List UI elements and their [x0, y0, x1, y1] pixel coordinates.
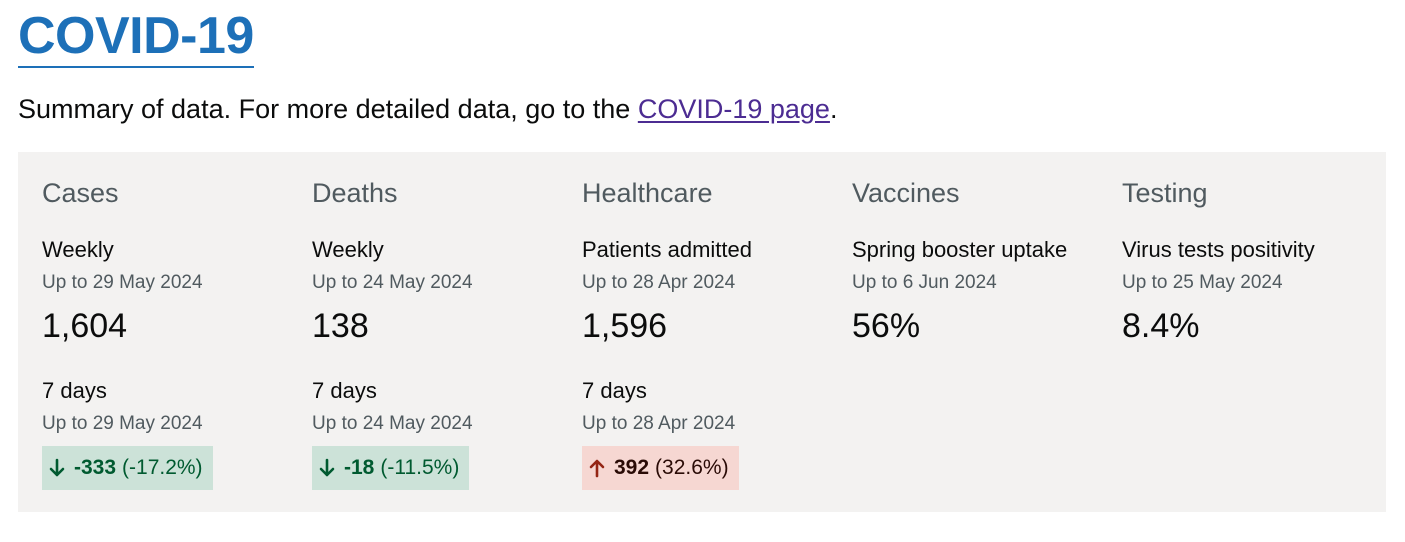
healthcare-metric-value: 1,596	[582, 307, 668, 345]
healthcare-metric-date: Up to 28 Apr 2024	[582, 272, 736, 293]
healthcare-change-percent: (32.6%)	[655, 456, 729, 479]
deaths-metric-label: Weekly	[312, 237, 384, 262]
healthcare-change-label: 7 days	[582, 378, 647, 403]
vaccines-metric-date: Up to 6 Jun 2024	[852, 272, 997, 293]
testing-metric-value: 8.4%	[1122, 307, 1200, 345]
summary-end: .	[829, 94, 838, 124]
summary-lead: Summary of data. For more detailed data,…	[18, 94, 638, 124]
vaccines-heading: Vaccines	[852, 178, 960, 208]
deaths-column: Deaths Weekly Up to 24 May 2024 138 7 da…	[312, 152, 572, 512]
healthcare-metric-label: Patients admitted	[582, 237, 752, 262]
deaths-metric-date: Up to 24 May 2024	[312, 272, 473, 293]
testing-column: Testing Virus tests positivity Up to 25 …	[1122, 152, 1382, 512]
cases-metric-date: Up to 29 May 2024	[42, 272, 203, 293]
cases-metric-value: 1,604	[42, 307, 128, 345]
cases-change-badge: -333 (-17.2%)	[42, 446, 213, 490]
arrow-down-icon	[318, 457, 336, 479]
cases-change-value: -333	[74, 456, 117, 479]
healthcare-change-date: Up to 28 Apr 2024	[582, 413, 736, 434]
deaths-change-label: 7 days	[312, 378, 377, 403]
healthcare-change-value: 392	[614, 456, 650, 479]
covid-19-page-link[interactable]: COVID-19 page	[637, 94, 830, 124]
page-title[interactable]: COVID-19	[18, 6, 254, 68]
deaths-change-date: Up to 24 May 2024	[312, 413, 473, 434]
deaths-change-percent: (-11.5%)	[380, 456, 460, 479]
vaccines-metric-label: Spring booster uptake	[852, 237, 1068, 262]
vaccines-metric-value: 56%	[852, 307, 921, 345]
cases-change-date: Up to 29 May 2024	[42, 413, 203, 434]
deaths-heading: Deaths	[312, 178, 398, 208]
arrow-up-icon	[588, 457, 606, 479]
deaths-change-value: -18	[344, 456, 375, 479]
summary-panel: Cases Weekly Up to 29 May 2024 1,604 7 d…	[18, 152, 1386, 512]
cases-metric-label: Weekly	[42, 237, 114, 262]
arrow-down-icon	[48, 457, 66, 479]
summary-text: Summary of data. For more detailed data,…	[18, 91, 837, 127]
deaths-change-badge: -18 (-11.5%)	[312, 446, 470, 490]
cases-change-label: 7 days	[42, 378, 107, 403]
cases-change-percent: (-17.2%)	[122, 456, 203, 479]
healthcare-column: Healthcare Patients admitted Up to 28 Ap…	[582, 152, 842, 512]
cases-column: Cases Weekly Up to 29 May 2024 1,604 7 d…	[42, 152, 302, 512]
testing-metric-label: Virus tests positivity	[1122, 237, 1315, 262]
deaths-metric-value: 138	[312, 307, 369, 345]
healthcare-heading: Healthcare	[582, 178, 713, 208]
testing-heading: Testing	[1122, 178, 1208, 208]
cases-heading: Cases	[42, 178, 119, 208]
vaccines-column: Vaccines Spring booster uptake Up to 6 J…	[852, 152, 1112, 512]
healthcare-change-badge: 392 (32.6%)	[582, 446, 739, 490]
testing-metric-date: Up to 25 May 2024	[1122, 272, 1283, 293]
